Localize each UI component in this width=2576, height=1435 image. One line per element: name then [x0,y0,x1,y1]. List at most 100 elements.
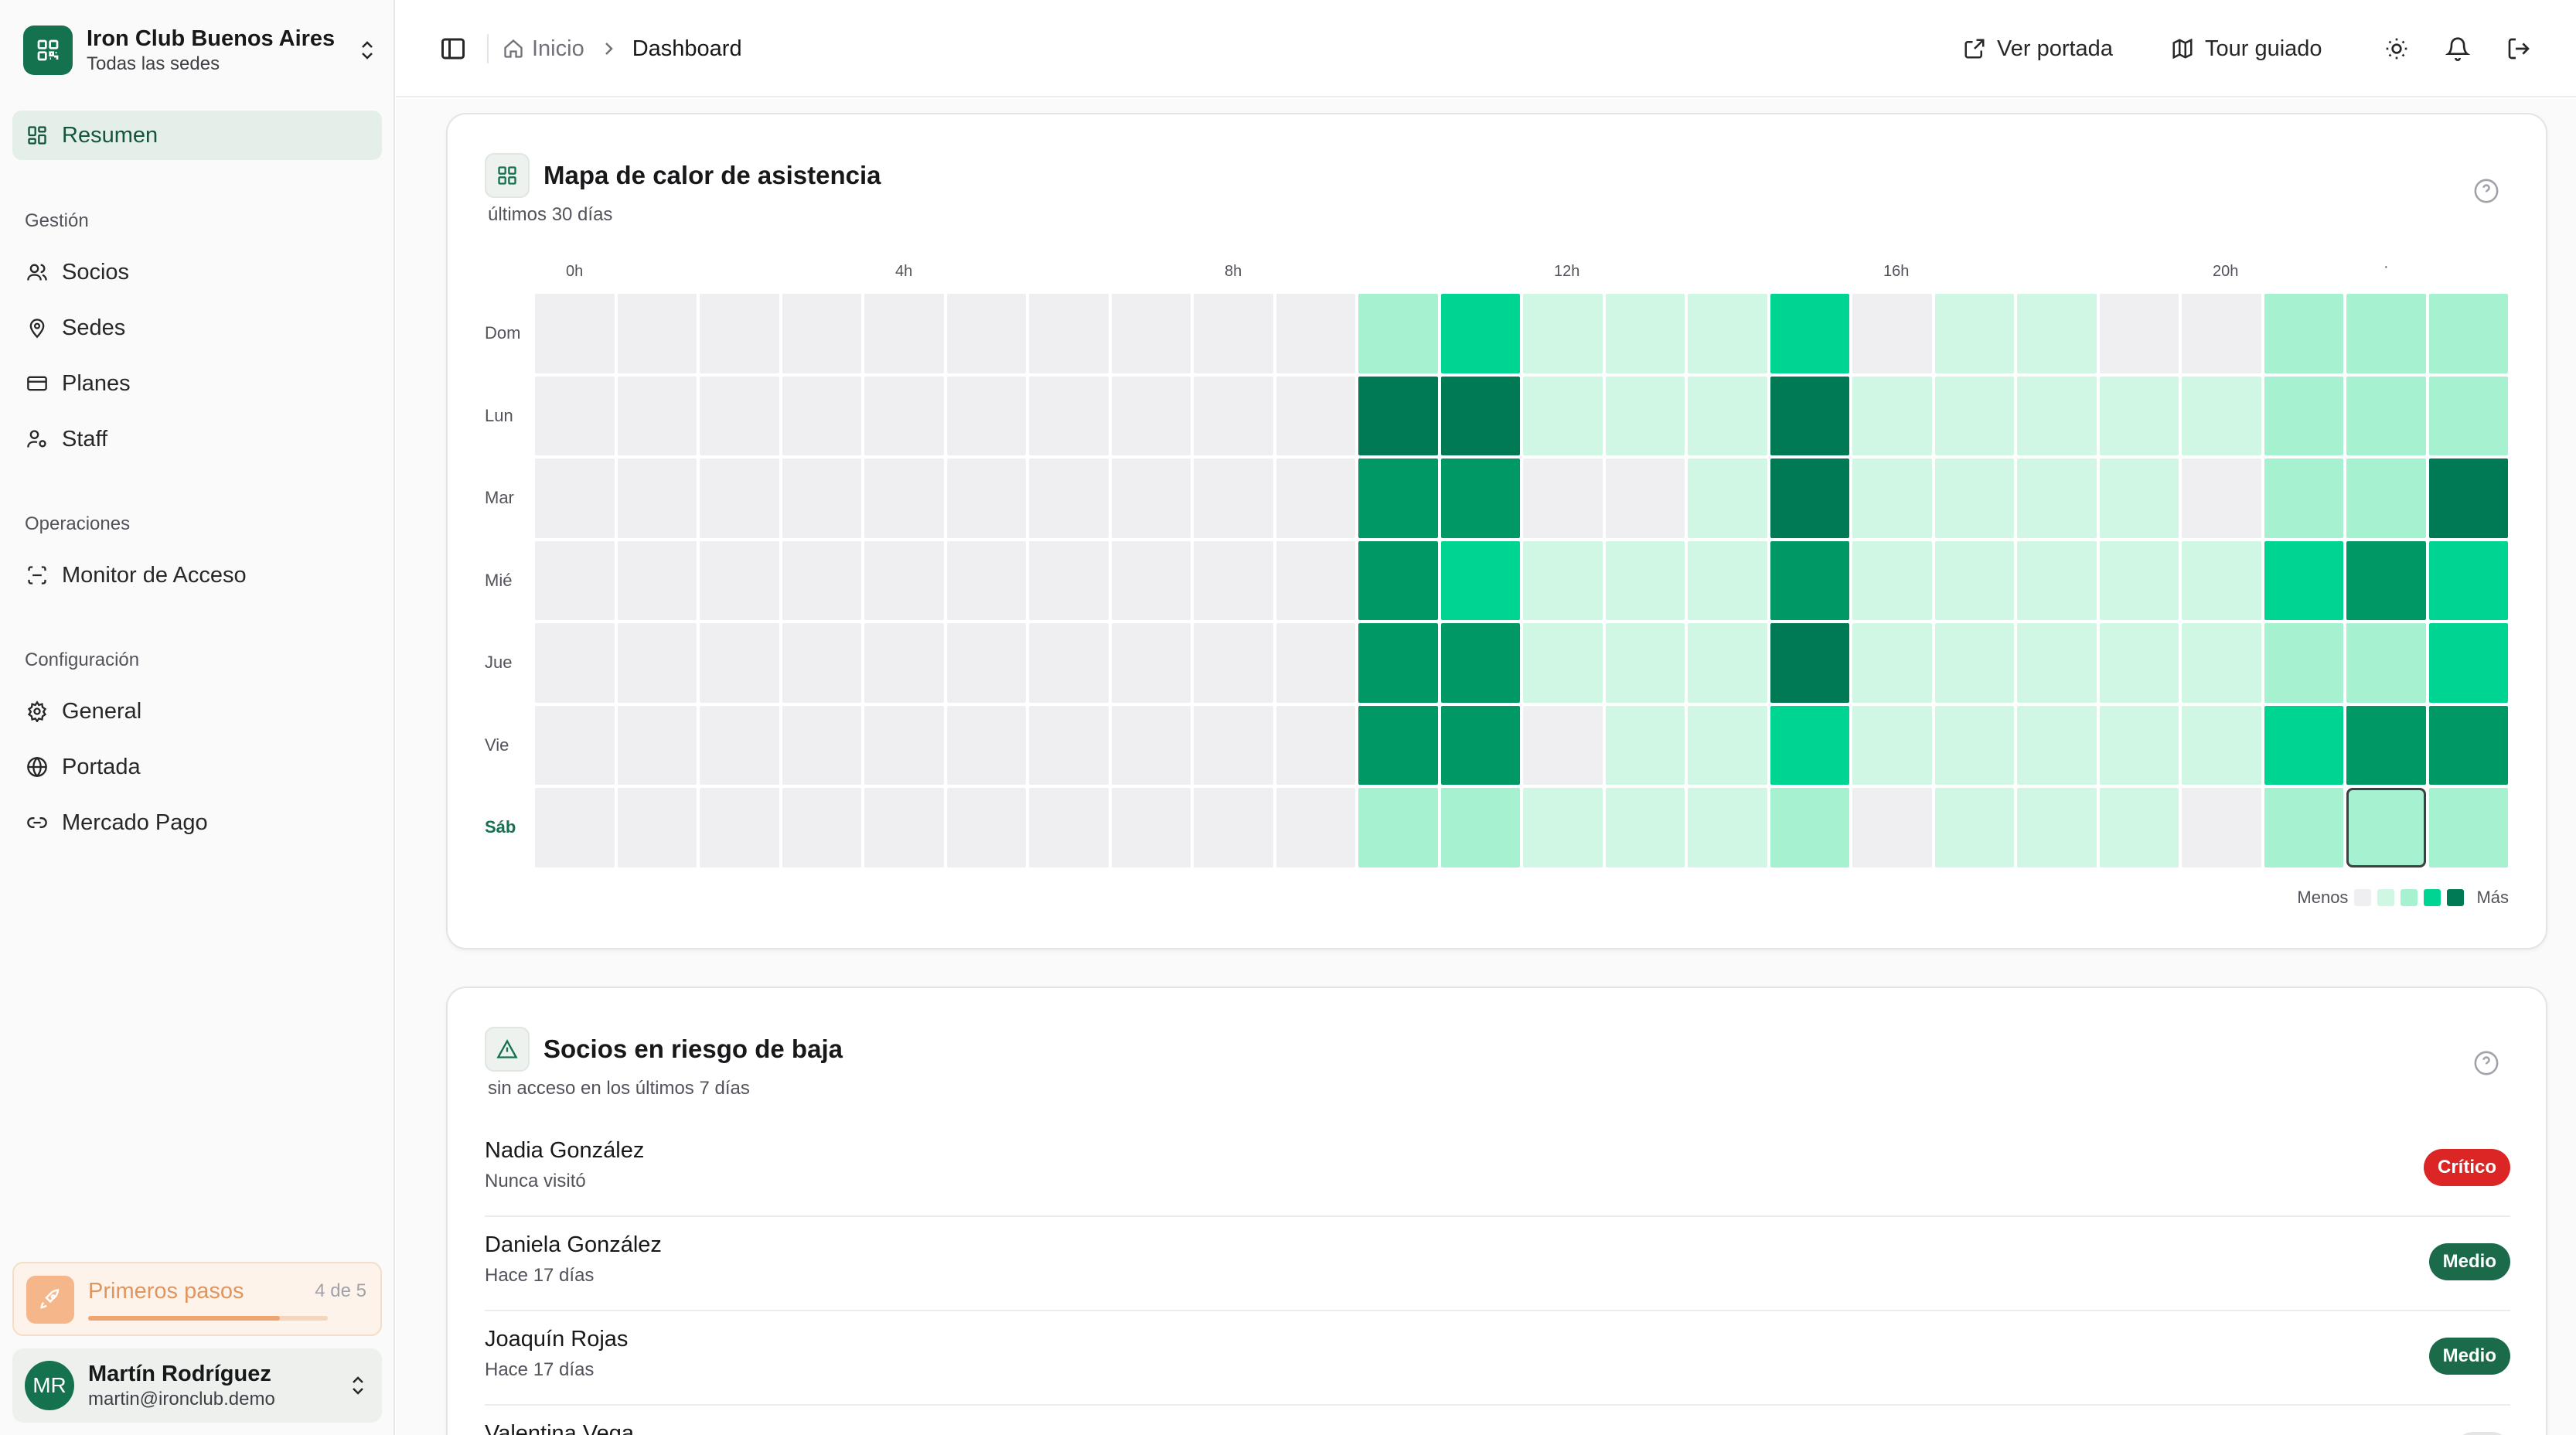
heatmap-cell[interactable] [2017,540,2097,620]
heatmap-cell[interactable] [782,294,861,373]
heatmap-cell[interactable] [864,376,944,455]
heatmap-cell[interactable] [864,294,944,373]
heatmap-cell[interactable] [2264,376,2343,455]
heatmap-cell[interactable] [2428,705,2508,785]
heatmap-cell[interactable] [1688,788,1767,867]
heatmap-cell[interactable] [2346,623,2426,703]
heatmap-cell[interactable] [1934,623,2014,703]
heatmap-cell[interactable] [1358,376,1438,455]
heatmap-cell[interactable] [617,376,697,455]
heatmap-cell[interactable] [1605,376,1685,455]
heatmap-cell[interactable] [617,294,697,373]
heatmap-cell[interactable] [2182,294,2261,373]
heatmap-cell[interactable] [700,458,779,538]
heatmap-cell[interactable] [1523,458,1603,538]
heatmap-cell[interactable] [1111,540,1191,620]
heatmap-cell[interactable] [2099,705,2179,785]
heatmap-cell[interactable] [1194,294,1273,373]
heatmap-cell[interactable] [1440,705,1520,785]
heatmap-cell[interactable] [1605,540,1685,620]
heatmap-cell[interactable] [2428,788,2508,867]
heatmap-cell[interactable] [2182,376,2261,455]
heatmap-cell[interactable] [2428,540,2508,620]
heatmap-cell[interactable] [2346,294,2426,373]
heatmap-cell[interactable] [946,376,1026,455]
heatmap-cell[interactable] [1440,376,1520,455]
heatmap-cell[interactable] [1358,458,1438,538]
heatmap-cell[interactable] [2346,705,2426,785]
heatmap-cell[interactable] [2428,376,2508,455]
heatmap-cell[interactable] [782,623,861,703]
heatmap-cell[interactable] [946,540,1026,620]
heatmap-cell[interactable] [1358,788,1438,867]
heatmap-cell[interactable] [1934,458,2014,538]
heatmap-cell[interactable] [1111,623,1191,703]
heatmap-cell[interactable] [2346,458,2426,538]
logout-icon[interactable] [2504,34,2533,63]
heatmap-cell[interactable] [1029,458,1109,538]
heatmap-cell[interactable] [617,458,697,538]
heatmap-cell[interactable] [1276,458,1355,538]
heatmap-cell[interactable] [1688,540,1767,620]
heatmap-cell[interactable] [1688,623,1767,703]
heatmap-cell[interactable] [535,623,615,703]
heatmap-cell[interactable] [2264,540,2343,620]
heatmap-cell[interactable] [1358,540,1438,620]
heatmap-cell[interactable] [1852,376,1932,455]
heatmap-cell[interactable] [1605,623,1685,703]
heatmap-cell[interactable] [700,705,779,785]
heatmap-cell[interactable] [2264,705,2343,785]
heatmap-cell[interactable] [1440,540,1520,620]
heatmap-cell[interactable] [617,705,697,785]
heatmap-cell[interactable] [700,294,779,373]
heatmap-cell[interactable] [2428,623,2508,703]
heatmap-cell[interactable] [617,623,697,703]
heatmap-cell[interactable] [700,540,779,620]
heatmap-cell[interactable] [1276,540,1355,620]
breadcrumb-home[interactable]: Inicio [503,36,584,62]
heatmap-cell[interactable] [1770,376,1849,455]
heatmap-cell[interactable] [1358,705,1438,785]
heatmap-cell[interactable] [617,540,697,620]
heatmap-cell[interactable] [946,705,1026,785]
heatmap-cell[interactable] [1523,623,1603,703]
heatmap-cell[interactable] [946,623,1026,703]
heatmap-cell[interactable] [1852,540,1932,620]
heatmap-cell[interactable] [2264,458,2343,538]
heatmap-cell[interactable] [1029,540,1109,620]
heatmap-cell[interactable] [1688,294,1767,373]
heatmap-cell[interactable] [1194,623,1273,703]
heatmap-cell[interactable] [782,376,861,455]
heatmap-cell[interactable] [1276,376,1355,455]
heatmap-cell[interactable] [1276,788,1355,867]
heatmap-cell[interactable] [1934,788,2014,867]
heatmap-cell[interactable] [1934,294,2014,373]
heatmap-cell[interactable] [1523,540,1603,620]
heatmap-cell[interactable] [2099,788,2179,867]
nav-item-staff[interactable]: Staff [12,416,382,462]
user-menu[interactable]: MR Martín Rodríguez martin@ironclub.demo [12,1348,382,1423]
heatmap-cell[interactable] [1029,788,1109,867]
heatmap-cell[interactable] [2099,376,2179,455]
heatmap-cell[interactable] [535,705,615,785]
heatmap-cell[interactable] [864,705,944,785]
heatmap-cell[interactable] [864,540,944,620]
heatmap-cell[interactable] [1688,705,1767,785]
heatmap-cell[interactable] [1605,294,1685,373]
sidebar-toggle-icon[interactable] [439,35,467,63]
heatmap-cell[interactable] [2182,623,2261,703]
heatmap-cell[interactable] [2017,705,2097,785]
heatmap-cell[interactable] [1440,788,1520,867]
heatmap-cell[interactable] [1029,623,1109,703]
heatmap-cell[interactable] [700,376,779,455]
heatmap-cell[interactable] [1852,294,1932,373]
heatmap-cell[interactable] [1605,458,1685,538]
heatmap-cell[interactable] [1440,294,1520,373]
nav-item-planes[interactable]: Planes [12,360,382,407]
heatmap-cell[interactable] [535,788,615,867]
heatmap-cell[interactable] [1358,623,1438,703]
heatmap-cell[interactable] [1523,705,1603,785]
heatmap-cell[interactable] [1934,376,2014,455]
heatmap-cell[interactable] [1852,705,1932,785]
heatmap-cell[interactable] [2099,458,2179,538]
